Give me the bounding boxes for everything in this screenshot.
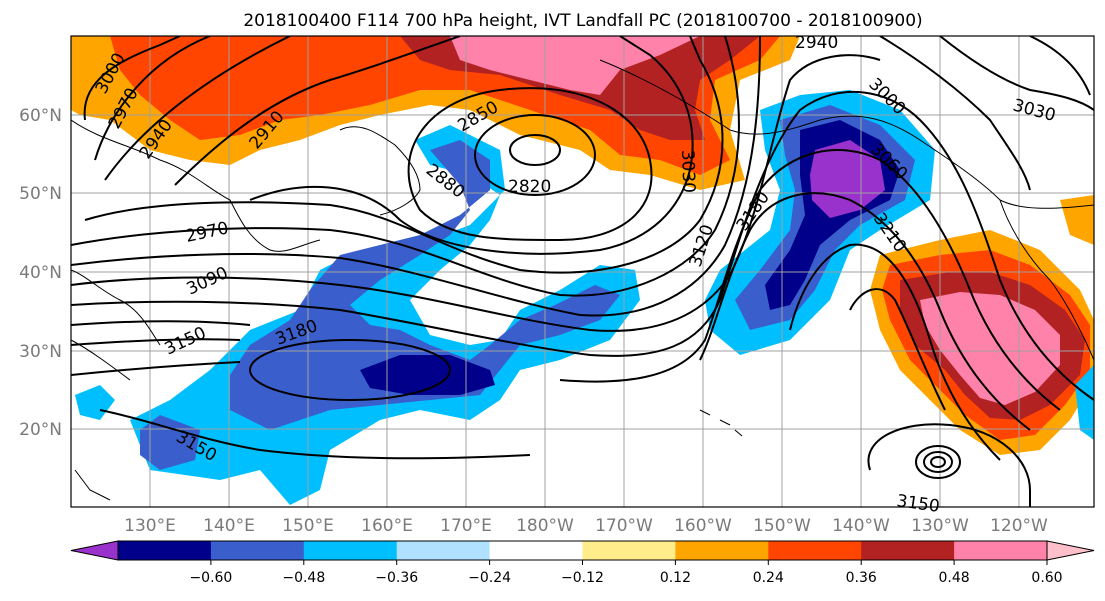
colorbar-tick-label: 0.24 [753,570,784,586]
contour-low-ring-1 [915,445,961,479]
lon-label: 130°W [911,516,969,536]
colorbar-tick-label: −0.48 [282,570,325,586]
contour-3030-ne [939,36,1094,111]
contour-label: 3030 [677,149,698,193]
lon-label: 140°E [203,516,255,536]
contour-2850 [474,114,596,196]
colorbar-tick-label: −0.60 [189,570,232,586]
contour-3000-nw [83,36,181,121]
ivt-pink-east [920,292,1060,405]
contour-low-ring-outer [867,423,1031,507]
lon-label: 150°E [282,516,334,536]
colorbar-swatch [582,541,676,560]
contour-low-ring-3 [930,456,946,468]
colorbar-tick-label: 0.48 [939,570,970,586]
colorbar-extend-max [1046,540,1095,561]
colorbar-swatch [768,541,862,560]
lon-label: 140°W [832,516,890,536]
colorbar-swatch [954,541,1048,560]
lon-label: 170°E [440,516,492,536]
colorbar-swatch [118,541,212,560]
lat-label: 20°N [19,420,62,440]
contour-3180-high [249,339,451,401]
contour-2970 [71,36,740,297]
contour-3030 [71,54,881,332]
colorbar-swatch [210,541,305,560]
ivt-lightblue-se [1075,365,1094,440]
contour-3210 [849,288,946,411]
contour-2940 [84,36,724,274]
contour-2910 [174,36,461,186]
coastlines [71,59,1094,501]
contour-2970-nw [94,36,211,161]
contour-label: 2820 [508,177,551,197]
coast-asia [71,119,321,381]
map-frame [70,35,1095,508]
colorbar-tick-label: 0.12 [660,570,691,586]
figure-title: 2018100400 F114 700 hPa height, IVT Land… [243,11,922,31]
contour-low-ring-2 [923,451,953,473]
lon-label: 130°E [124,516,176,536]
lat-label: 50°N [19,184,62,204]
contour-3000-ne [879,36,1031,191]
coast-philippines [74,469,111,501]
colorbar-swatch [396,541,491,560]
colorbar-extend-min [70,540,119,561]
map-panel: 3000 2970 2940 2910 2850 2820 2880 2970 … [70,33,1095,517]
contour-2820 [509,134,561,166]
lon-label: 160°W [674,516,732,536]
coast-namerica [999,199,1094,361]
coast-hawaii [699,409,743,437]
contour-3120 [71,192,1031,431]
ivt-shading [71,36,1094,505]
longitude-labels: 130°E 140°E 150°E 160°E 170°E 180°W 170°W 160°W… [124,516,1048,536]
contour-3000 [71,36,761,317]
ivt-pink-north [450,36,700,95]
coast-alaska [599,59,1094,209]
colorbar: −0.60 −0.48 −0.36 −0.24 −0.12 0.12 0.24 0.36 0.4… [70,540,1095,586]
ivt-navy-band [360,355,495,395]
colorbar-tick-label: −0.12 [561,570,604,586]
lon-label: 170°W [595,516,653,536]
lat-label: 40°N [19,263,62,283]
colorbar-tick-label: 0.60 [1031,570,1062,586]
contour-2880 [407,87,653,242]
colorbar-swatch [489,541,583,560]
graticule [71,36,1094,507]
lat-label: 30°N [19,342,62,362]
colorbar-swatch [303,541,398,560]
contour-3090 [71,149,1061,411]
height-contours [71,36,1094,507]
ivt-blue-band [230,140,620,430]
lon-label: 120°W [990,516,1048,536]
ivt-purple-gulf [810,140,885,218]
colorbar-tick-label: 0.36 [846,570,877,586]
colorbar-tick-label: −0.24 [468,570,511,586]
contour-3150 [71,243,1001,461]
contour-2910b [249,36,694,255]
coast-kamchatka [339,126,421,216]
lon-label: 180°W [516,516,574,536]
lat-label: 60°N [19,106,62,126]
contour-label: 2940 [795,33,838,53]
colorbar-swatch [861,541,955,560]
contour-3060 [71,90,1094,401]
latitude-labels: 20°N 30°N 40°N 50°N 60°N [19,106,62,440]
colorbar-swatch [675,541,769,560]
lon-label: 150°W [753,516,811,536]
lon-label: 160°E [361,516,413,536]
contour-3060-ne [1029,36,1091,96]
contour-2940-nw [104,36,291,181]
colorbar-tick-label: −0.36 [375,570,418,586]
